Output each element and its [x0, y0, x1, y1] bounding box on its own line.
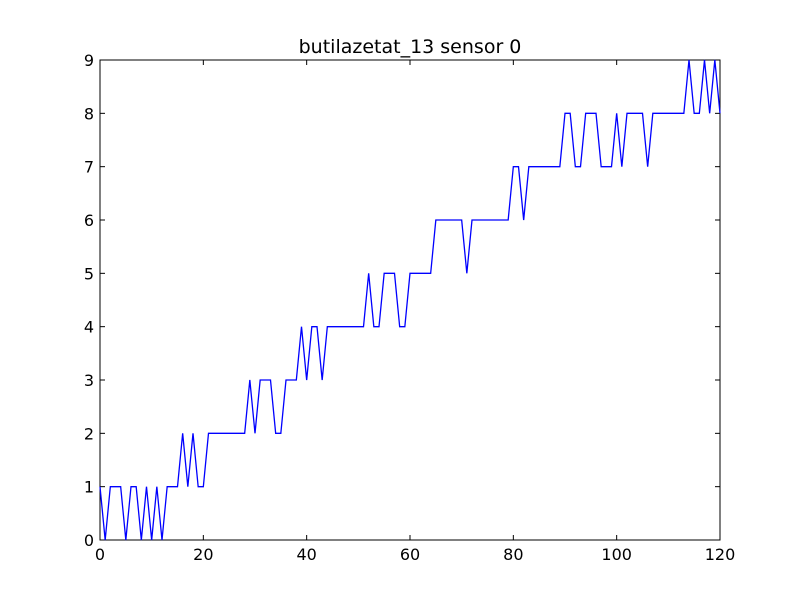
- x-tick-label: 20: [193, 545, 213, 564]
- y-tick-label: 0: [84, 531, 94, 550]
- axes-frame: [99, 59, 721, 541]
- y-tick-label: 5: [84, 264, 94, 283]
- x-tick-label: 80: [503, 545, 523, 564]
- x-axis: 0 20 40 60 80 100 120: [95, 60, 735, 564]
- x-tick-label: 100: [601, 545, 632, 564]
- y-tick-label: 9: [84, 51, 94, 70]
- x-tick-label: 40: [296, 545, 316, 564]
- chart-title: butilazetat_13 sensor 0: [299, 36, 522, 58]
- plot-area: 0 20 40 60 80 100 120 0 1 2 3 4 5 6 7 8 9: [84, 51, 735, 564]
- y-tick-label: 3: [84, 371, 94, 390]
- y-tick-label: 6: [84, 211, 94, 230]
- series-line: [99, 59, 721, 541]
- x-tick-label: 0: [95, 545, 105, 564]
- y-tick-label: 4: [84, 318, 94, 337]
- y-axis: 0 1 2 3 4 5 6 7 8 9: [84, 51, 720, 550]
- y-tick-label: 7: [84, 158, 94, 177]
- y-tick-label: 1: [84, 478, 94, 497]
- x-tick-label: 60: [400, 545, 420, 564]
- y-tick-label: 2: [84, 424, 94, 443]
- y-tick-label: 8: [84, 104, 94, 123]
- x-tick-label: 120: [705, 545, 736, 564]
